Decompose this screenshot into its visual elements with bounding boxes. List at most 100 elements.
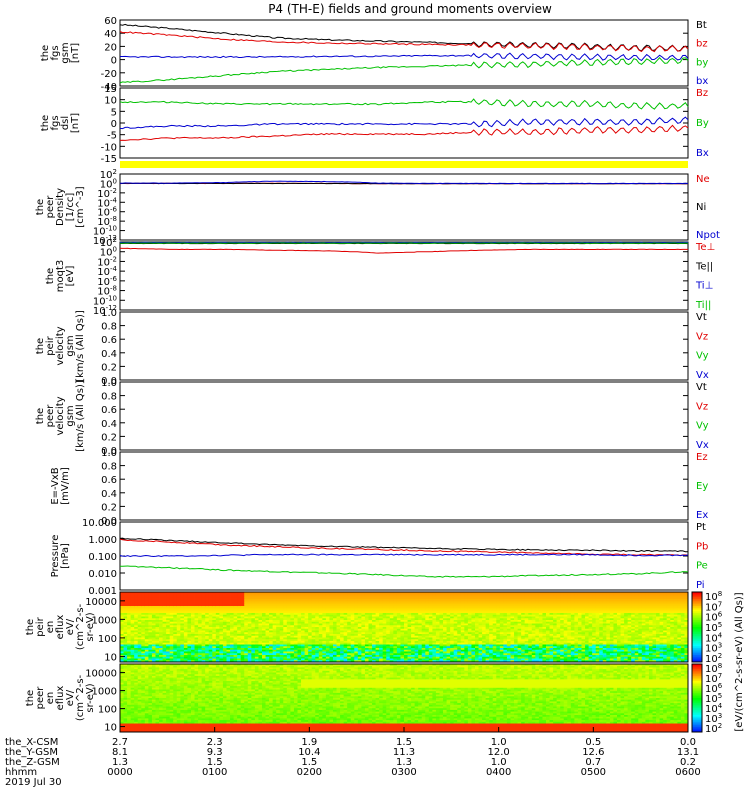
- colorbar-cell: [692, 623, 702, 626]
- colorbar-cell: [692, 674, 702, 677]
- status-bar: [120, 161, 688, 168]
- footer-value: 0.7: [585, 757, 601, 768]
- legend-label: Ti||: [695, 300, 711, 311]
- colorbar-cell: [692, 694, 702, 697]
- y-axis-label: thefgsdsl[nT]: [40, 113, 81, 133]
- y-tick-label: 10-8: [97, 285, 117, 298]
- colorbar-cell: [692, 632, 702, 635]
- y-tick-label: 10-2: [97, 255, 117, 268]
- legend-label: Pb: [696, 541, 708, 552]
- colorbar-cell: [692, 625, 702, 628]
- footer-value: 13.1: [677, 747, 699, 758]
- y-tick-label: 10-10: [93, 225, 117, 238]
- footer-value: 0500: [581, 767, 606, 778]
- footer-value: 1.0: [491, 737, 507, 748]
- colorbar-tick: 103: [705, 712, 722, 725]
- colorbar-cell: [692, 684, 702, 687]
- y-tick-label: 0.4: [101, 489, 117, 500]
- legend-label: Vz: [696, 401, 708, 412]
- legend-label: Ni: [696, 202, 706, 213]
- y-tick-label: 20: [104, 42, 117, 53]
- panel-temperature: 10210010-210-410-610-810-1010-12themoqt3…: [45, 236, 715, 317]
- footer-value: 1.3: [112, 757, 128, 768]
- colorbar-cell: [692, 627, 702, 630]
- y-tick-label: -20: [101, 69, 117, 80]
- y-tick-label: -10: [101, 142, 117, 153]
- y-tick-label: 102: [100, 236, 117, 249]
- colorbar-cell: [692, 635, 702, 638]
- colorbar-cell: [692, 675, 702, 678]
- y-tick-label: -15: [101, 154, 117, 165]
- legend-label: Ne: [696, 174, 710, 185]
- colorbar-cell: [692, 711, 702, 714]
- colorbar-cell: [692, 620, 702, 623]
- legend-label: Pi: [696, 580, 705, 591]
- y-tick-label: 0.6: [101, 335, 117, 346]
- y-tick-label: 1000: [92, 687, 117, 698]
- y-tick-label: 0.0: [101, 446, 117, 457]
- panel-efield: 1.0 0.8 0.6 0.4 0.2 0.0 E=-VxB[mV/m] Ez Ey Ex: [50, 448, 708, 527]
- y-tick-label: 10-12: [93, 234, 117, 247]
- y-tick-label: 10000: [85, 597, 117, 608]
- colorbar-cell: [692, 616, 702, 619]
- colorbar-tick: 107: [705, 672, 722, 685]
- y-tick-label: 0.8: [101, 322, 117, 333]
- y-tick-label: 10-2: [97, 187, 117, 200]
- colorbar-cell: [692, 665, 702, 668]
- colorbar-cell: [692, 649, 702, 652]
- y-tick-label: -40: [101, 82, 117, 93]
- footer-value: 9.3: [207, 747, 223, 758]
- series-line-pressure-0: [119, 537, 688, 553]
- y-tick-label: 1.0: [101, 308, 117, 319]
- footer-row-label: the_Z-GSM: [5, 757, 60, 768]
- legend-label: Te⊥: [695, 242, 715, 253]
- y-axis-label: themoqt3[eV]: [45, 260, 76, 293]
- panel-frame: [119, 451, 689, 521]
- colorbar-cell: [692, 651, 702, 654]
- y-tick-label: -5: [107, 131, 117, 142]
- colorbar-tick: 106: [705, 682, 723, 695]
- colorbar-cell: [692, 664, 702, 667]
- y-tick-label: 1.000: [88, 535, 117, 546]
- colorbar-label: [eV/(cm^2-s-sr-eV) (All Qs)]: [734, 592, 745, 731]
- colorbar-cell: [692, 681, 702, 684]
- panel-frame: [119, 173, 689, 241]
- y-tick-label: 10-8: [97, 215, 117, 228]
- colorbar-tick: 108: [705, 662, 722, 675]
- footer-value: 1.3: [396, 757, 412, 768]
- colorbar-cell: [692, 628, 702, 631]
- colorbar-cell: [692, 692, 702, 695]
- colorbar-cell: [692, 592, 702, 595]
- y-tick-label: 0.0: [101, 376, 117, 387]
- y-tick-label: 10.000: [82, 518, 117, 529]
- footer-value: 11.3: [393, 747, 415, 758]
- y-axis-label: E=-VxB[mV/m]: [50, 467, 71, 505]
- y-tick-label: 0.8: [101, 392, 117, 403]
- y-axis-label: thepeerenefluxeV/(cm^2-s-sr-eV): [25, 674, 96, 721]
- series-line-fgs-gsm-2: [119, 57, 689, 84]
- series-line-fgs-gsm-3: [120, 52, 689, 62]
- panel-fgs-gsm: 60 40 20 0 -20 -40 thefgsgsm[nT] Bt bz by bx: [40, 16, 708, 93]
- y-tick-label: 1000: [92, 615, 117, 626]
- colorbar-tick: 102: [705, 652, 722, 665]
- footer-value: 12.6: [582, 747, 604, 758]
- series-line-fgs-gsm-1: [119, 30, 689, 53]
- legend-label: Pt: [696, 522, 706, 533]
- colorbar-cell: [692, 682, 702, 685]
- colorbar-cell: [692, 593, 702, 596]
- footer-value: 1.9: [301, 737, 317, 748]
- footer-value: 12.0: [488, 747, 510, 758]
- colorbar-cell: [692, 639, 702, 642]
- colorbar-cell: [692, 687, 702, 690]
- colorbar-cell: [692, 726, 702, 729]
- legend-label: bx: [696, 76, 708, 87]
- panel-pressure: 10.000 1.000 0.100 0.010 0.001 Pressure[nPa] P…: [50, 518, 708, 597]
- y-tick-label: 5: [111, 107, 117, 118]
- y-tick-label: 102: [100, 168, 117, 181]
- panel-frame: [119, 87, 689, 159]
- panel-peer-eflux: 10000 1000 100 10 thepeerenefluxeV/(cm^2-s-s…: [25, 663, 689, 734]
- footer-row-label: the_Y-GSM: [5, 747, 58, 758]
- colorbar-cell: [692, 621, 702, 624]
- footer-value: 0400: [486, 767, 511, 778]
